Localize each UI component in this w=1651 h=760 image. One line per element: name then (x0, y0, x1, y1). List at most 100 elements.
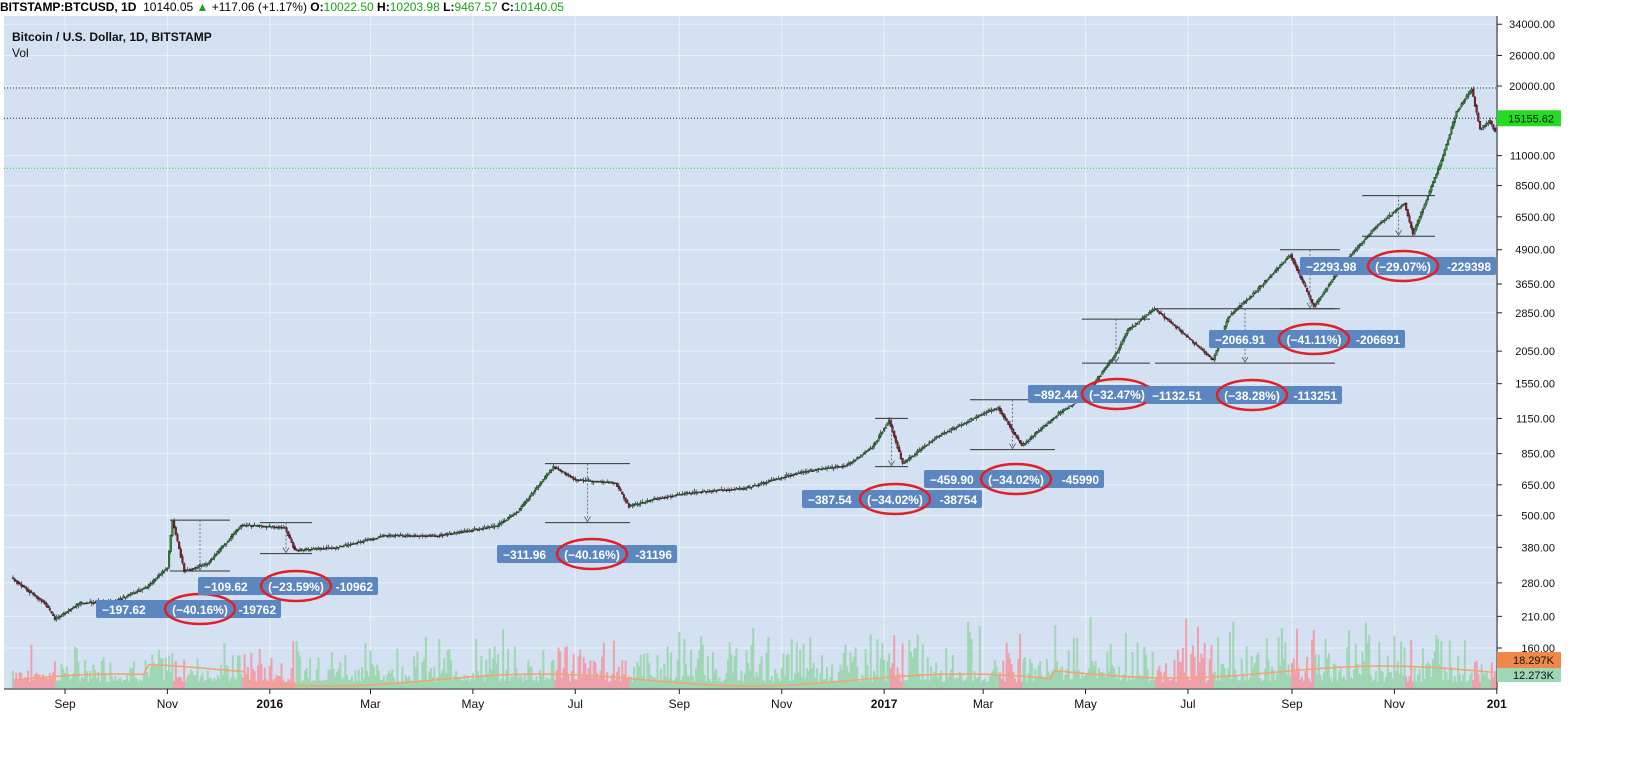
candle-body (181, 556, 184, 564)
volume-bar (174, 661, 177, 688)
volume-bar (1000, 679, 1003, 688)
change-value: +117.06 (+1.17%) (211, 0, 307, 14)
candle-body (876, 439, 879, 442)
volume-bar (1358, 673, 1361, 688)
candle-body (560, 470, 563, 472)
candle-body (1406, 209, 1409, 216)
candle-body (619, 488, 622, 491)
candle-body (1186, 336, 1189, 338)
candle-body (1160, 312, 1163, 315)
candle-body (1467, 94, 1470, 97)
volume-bar (1114, 673, 1117, 688)
measure-label-right: -113251 (1294, 389, 1338, 403)
candle-body (544, 476, 547, 480)
candle-body (569, 475, 572, 477)
volume-bar (1034, 668, 1037, 688)
volume-bar (314, 681, 317, 688)
candle-body (1292, 258, 1295, 264)
volume-bar (50, 677, 53, 688)
candle-body (1455, 111, 1458, 118)
volume-bar (186, 676, 189, 688)
volume-bar (696, 658, 699, 688)
volume-bar (1082, 676, 1085, 688)
volume-bar (852, 656, 855, 688)
volume-bar (492, 658, 495, 688)
candle-body (1374, 226, 1377, 229)
volume-bar (310, 681, 313, 688)
price-chart[interactable]: −197.62 (−40.16%) -19762 −109.62 (−23.59%) -1… (0, 16, 1651, 760)
volume-bar (317, 657, 320, 688)
volume-bar (1097, 668, 1100, 688)
volume-bar (99, 681, 102, 688)
candle-body (481, 528, 485, 530)
candle-body (505, 519, 508, 522)
volume-bar (995, 666, 998, 688)
volume-bar (290, 667, 293, 688)
candle-body (126, 595, 129, 597)
volume-bar (901, 643, 904, 688)
candle-body (898, 447, 901, 452)
volume-bar (369, 650, 372, 688)
candle-body (1008, 423, 1012, 428)
volume-bar (42, 674, 45, 688)
candle-body (644, 501, 647, 504)
volume-bar (1025, 681, 1028, 688)
volume-bar (1416, 674, 1419, 688)
volume-bar (90, 678, 93, 688)
volume-bar (586, 676, 589, 688)
volume-bar (750, 645, 753, 688)
volume-bar (416, 651, 419, 688)
volume-bar (340, 679, 343, 688)
candle-body (549, 469, 552, 474)
volume-bar (1103, 672, 1106, 688)
volume-bar (582, 657, 585, 688)
candle-body (1012, 429, 1015, 434)
y-tick-label: 380.00 (1521, 542, 1555, 554)
measure-label-box (1300, 257, 1496, 275)
volume-bar (913, 648, 916, 688)
volume-bar (799, 649, 802, 688)
volume-bar (386, 674, 389, 688)
volume-bar (1478, 681, 1481, 688)
candle-body (928, 441, 931, 444)
volume-bar (1210, 645, 1213, 688)
volume-pane (11, 617, 1497, 688)
candle-body (500, 521, 503, 525)
candle-body (1198, 346, 1201, 348)
volume-bar (466, 675, 469, 688)
candle-body (1415, 224, 1418, 231)
candle-body (691, 492, 694, 494)
volume-bar (104, 673, 107, 688)
volume-bar (1401, 675, 1404, 688)
volume-bar (1443, 666, 1446, 688)
volume-bar (377, 670, 380, 688)
candle-body (139, 590, 142, 592)
candle-body (1250, 295, 1253, 298)
candle-body (1037, 430, 1040, 433)
volume-bar (1296, 628, 1299, 688)
candle-body (1485, 123, 1488, 126)
candle-body (1254, 292, 1257, 295)
volume-bar (230, 677, 233, 688)
candle-body (260, 525, 263, 527)
volume-bar (463, 674, 466, 688)
volume-bar (354, 670, 357, 688)
volume-ma-line (12, 663, 1494, 687)
candle-body (1309, 295, 1312, 301)
volume-bar (609, 680, 612, 688)
candle-body (1317, 298, 1320, 303)
volume-bar (730, 654, 733, 688)
candle-body (1260, 285, 1263, 288)
volume-bar (1101, 672, 1104, 688)
volume-bar (398, 681, 401, 688)
volume-bar (1009, 658, 1012, 688)
candle-body (894, 436, 897, 443)
candle-body (844, 465, 847, 467)
volume-bar (351, 676, 354, 688)
volume-bar (775, 673, 778, 688)
symbol-label[interactable]: BITSTAMP:BTCUSD, 1D (0, 0, 137, 14)
volume-bar (1059, 668, 1062, 688)
candle-body (235, 530, 238, 533)
volume-bar (65, 666, 68, 688)
volume-bar (139, 679, 142, 688)
